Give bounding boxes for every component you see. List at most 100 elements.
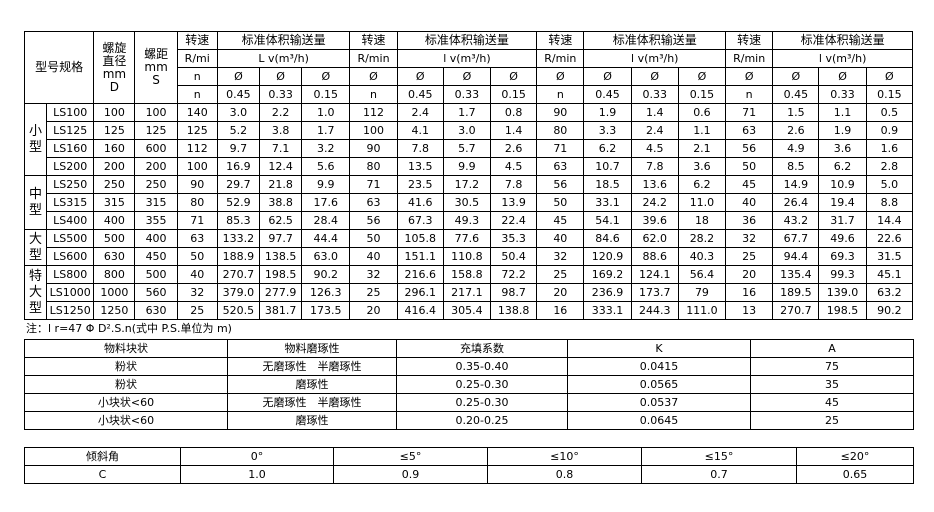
value-cell: 0.8	[489, 103, 538, 122]
value-cell: 20	[725, 265, 774, 284]
table-row: LS200 200 200 100 16.9 12.4 5.6 80 13.5 9.9 4.5 63 1…	[25, 157, 914, 176]
model-cell: LS315	[46, 193, 95, 212]
value-cell: 16.9	[216, 157, 261, 176]
header-phi: Ø	[630, 67, 679, 86]
header-volume-unit: l v(m³/h)	[583, 49, 727, 68]
value-cell: 1250	[93, 301, 136, 320]
value-cell: 49.3	[442, 211, 492, 230]
value-cell: 1.1	[677, 121, 727, 140]
header-phi: Ø	[677, 67, 727, 86]
value-cell: 416.4	[396, 301, 444, 320]
value-cell: 0.9	[865, 121, 914, 140]
value-cell: 3.2	[301, 139, 351, 158]
header-speed-unit: R/min	[349, 49, 398, 68]
value-cell: 1.4	[630, 103, 679, 122]
model-cell: LS125	[46, 121, 95, 140]
header-fill-factor: 0.33	[258, 85, 303, 104]
value-cell: 173.7	[630, 283, 679, 302]
value-cell: 13.6	[630, 175, 679, 194]
value-cell: 1.7	[442, 103, 492, 122]
value-cell: 13.9	[489, 193, 538, 212]
value-cell: 138.5	[258, 247, 303, 266]
value-cell: 1.1	[818, 103, 867, 122]
value-cell: 236.9	[583, 283, 632, 302]
header-diameter-line: mm	[102, 66, 127, 81]
table-row: 小型 LS100 100 100 140 3.0 2.2 1.0 112 2.4 1.7 0.8 90 1…	[23, 103, 914, 176]
header-speed: 转速	[536, 31, 585, 50]
header-speed-symbol: n	[349, 85, 398, 104]
header-row: 物料块状 物料磨琢性 充填系数 K A	[24, 339, 914, 358]
value-cell: 3.0	[442, 121, 492, 140]
value-cell: 56	[349, 211, 398, 230]
value-cell: 126.3	[301, 283, 351, 302]
table-row: 中型 LS250 250 250 90 29.7 21.8 9.9 71 23.5 17.2 7.8 5…	[23, 175, 914, 230]
header-row: n 0.45 0.33 0.15 n 0.45 0.33 0.15 n 0.45 0.33 0.15 n…	[25, 85, 914, 104]
value-cell: 7.8	[396, 139, 444, 158]
value-cell: 17.2	[442, 175, 492, 194]
model-cell: LS200	[46, 157, 95, 176]
value-cell: 88.6	[630, 247, 679, 266]
value-cell: 35	[750, 375, 914, 394]
value-cell: 80	[349, 157, 398, 176]
header-model: 型号规格	[23, 31, 95, 104]
value-cell: 77.6	[442, 229, 492, 248]
material-coefficient-table: 物料块状 物料磨琢性 充填系数 K A 粉状 无磨琢性 半磨琢性 0.35-0.40 0.041…	[24, 339, 914, 430]
value-cell: 1.7	[301, 121, 351, 140]
value-cell: 5.2	[216, 121, 261, 140]
value-cell: 32	[725, 229, 774, 248]
value-cell: 28.4	[301, 211, 351, 230]
value-cell: 11.0	[677, 193, 727, 212]
value-cell: 250	[93, 175, 136, 194]
value-cell: 90	[176, 175, 218, 194]
value-cell: 120.9	[583, 247, 632, 266]
header-phi: Ø	[865, 67, 914, 86]
value-cell: 22.6	[865, 229, 914, 248]
value-cell: 90.2	[865, 301, 914, 320]
size-group-label: 小型	[23, 103, 48, 176]
value-cell: 67.3	[396, 211, 444, 230]
formula-note: 注：l r=47 Φ D².S.n(式中 P.S.单位为 m)	[26, 322, 232, 335]
value-cell: 56	[536, 175, 585, 194]
value-cell: 111.0	[677, 301, 727, 320]
value-cell: 98.7	[489, 283, 538, 302]
value-cell: 50	[536, 193, 585, 212]
header-phi: Ø	[583, 67, 632, 86]
value-cell: 630	[134, 301, 178, 320]
value-cell: 0.0565	[567, 375, 751, 394]
value-cell: 125	[176, 121, 218, 140]
value-cell: 8.8	[865, 193, 914, 212]
value-cell: 0.6	[677, 103, 727, 122]
header-diameter: 螺旋 直径 mm D	[93, 31, 136, 104]
header-speed-symbol: n	[536, 85, 585, 104]
value-cell: 50	[725, 157, 774, 176]
value-cell: 39.6	[630, 211, 679, 230]
value-cell: 32	[536, 247, 585, 266]
value-cell: 200	[93, 157, 136, 176]
model-cell: LS800	[46, 265, 95, 284]
header-diameter-line: 螺旋	[102, 40, 127, 55]
value-cell: 160	[93, 139, 136, 158]
value-cell: 10.7	[583, 157, 632, 176]
value-cell: 72.2	[489, 265, 538, 284]
value-cell: 84.6	[583, 229, 632, 248]
value-cell: 173.5	[301, 301, 351, 320]
model-cell: LS400	[46, 211, 95, 230]
column-header: 0°	[180, 447, 334, 466]
value-cell: 244.3	[630, 301, 679, 320]
header-speed-symbol: n	[176, 85, 218, 104]
header-diameter-line: 直径	[102, 53, 127, 68]
value-cell: 44.4	[301, 229, 351, 248]
value-cell: 35.3	[489, 229, 538, 248]
value-cell: 400	[93, 211, 136, 230]
header-speed: 转速	[349, 31, 398, 50]
column-header: ≤15°	[641, 447, 797, 466]
value-cell: 40	[176, 265, 218, 284]
value-cell: 54.1	[583, 211, 632, 230]
column-header: 倾斜角	[24, 447, 181, 466]
value-cell: 80	[176, 193, 218, 212]
value-cell: 112	[349, 103, 398, 122]
value-cell: 90	[349, 139, 398, 158]
column-header: ≤10°	[487, 447, 642, 466]
header-fill-factor: 0.45	[396, 85, 444, 104]
